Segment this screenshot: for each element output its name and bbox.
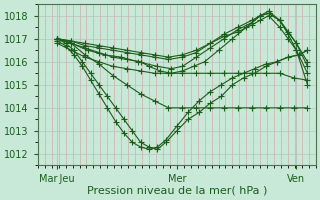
X-axis label: Pression niveau de la mer( hPa ): Pression niveau de la mer( hPa ) — [87, 186, 267, 196]
